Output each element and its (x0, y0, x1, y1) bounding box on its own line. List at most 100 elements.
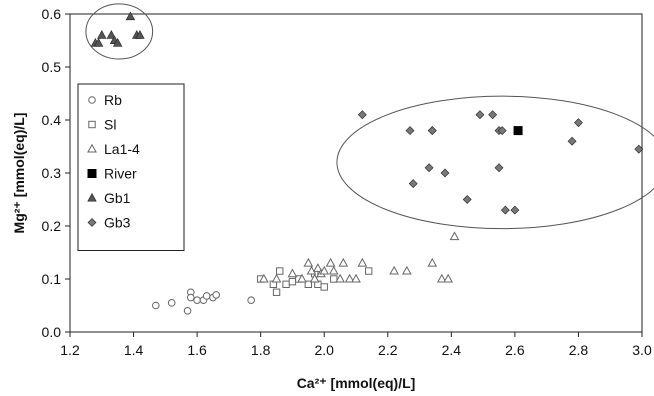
point-gb1 (135, 30, 145, 39)
point-rb (247, 296, 255, 305)
point-la1-4 (427, 257, 438, 267)
point-sl (304, 280, 313, 289)
point-sl (330, 275, 338, 283)
y-tick-label: 0.4 (42, 112, 62, 128)
point-la1-4 (328, 265, 339, 275)
legend-marker-gb1 (87, 192, 97, 202)
point-la1-4 (319, 265, 330, 275)
point-gb3 (634, 144, 644, 154)
point-la1-4 (325, 257, 336, 267)
point-sl (276, 267, 284, 275)
legend-marker-la1-4 (87, 143, 97, 153)
point-gb3 (510, 205, 520, 215)
legend-marker-gb3 (87, 218, 97, 227)
point-la1-4 (313, 263, 323, 272)
point-rb (202, 292, 211, 300)
point-gb3 (500, 205, 510, 215)
point-sl (320, 283, 328, 291)
legend-marker-sl (88, 120, 96, 129)
point-rb (183, 307, 192, 315)
cluster-ellipse-gb3 (336, 95, 654, 230)
y-axis-title: Mg²⁺ [mmol(eq)/L] (11, 113, 27, 234)
legend-marker-river (87, 169, 97, 178)
plot-area (69, 13, 643, 333)
x-tick-label: 3.0 (632, 342, 652, 358)
legend-label-river: River (104, 166, 137, 182)
legend-label-sl: Sl (104, 117, 116, 133)
x-tick-label: 1.4 (124, 342, 144, 358)
point-la1-4 (338, 257, 349, 267)
x-tick-label: 2.0 (314, 342, 334, 358)
point-la1-4 (443, 273, 454, 283)
point-la1-4 (271, 273, 282, 283)
cluster-ellipses (85, 3, 654, 230)
legend-label-la1-4: La1-4 (104, 141, 140, 157)
point-la1-4 (303, 257, 314, 267)
y-tick-label: 0.0 (42, 324, 62, 340)
y-tick-label: 0.3 (42, 165, 62, 181)
point-gb3 (497, 126, 507, 136)
point-la1-4 (309, 273, 320, 283)
point-gb3 (574, 118, 583, 128)
point-la1-4 (351, 273, 361, 283)
x-tick-label: 1.8 (251, 342, 271, 358)
legend-label-rb: Rb (104, 92, 122, 108)
point-la1-4 (258, 273, 269, 283)
point-gb3 (424, 163, 434, 173)
point-la1-4 (449, 231, 460, 241)
point-sl (288, 277, 297, 286)
point-rb (152, 301, 160, 310)
legend-box (77, 83, 185, 251)
legend-label-gb3: Gb3 (104, 215, 131, 231)
point-gb3 (427, 126, 437, 136)
x-tick-label: 2.8 (569, 342, 589, 358)
point-gb1 (125, 11, 136, 21)
point-gb3 (440, 168, 450, 178)
y-tick-label: 0.5 (42, 59, 62, 75)
point-la1-4 (297, 273, 307, 283)
point-rb (212, 291, 220, 299)
point-sl (282, 280, 290, 289)
point-gb3 (462, 195, 472, 204)
point-la1-4 (401, 265, 412, 275)
x-axis-title: Ca²⁺ [mmol(eq)/L] (297, 375, 416, 391)
series-river (513, 126, 523, 136)
x-tick-label: 1.6 (187, 342, 207, 358)
series-gb3 (357, 110, 644, 215)
point-gb3 (408, 179, 418, 189)
series-rb (152, 288, 255, 315)
point-la1-4 (357, 257, 368, 267)
point-gb3 (494, 163, 504, 173)
point-sl (272, 288, 281, 296)
y-tick-label: 0.6 (42, 6, 62, 22)
point-la1-4 (344, 273, 355, 283)
x-tick-label: 1.2 (60, 342, 80, 358)
point-la1-4 (335, 273, 345, 283)
point-gb1 (93, 38, 104, 47)
axes: 1.2 1.4 1.6 1.8 2.0 2.2 2.4 2.6 2.8 3.0 0.0 0.1 0.2 0… (11, 6, 652, 391)
legend-label-gb1: Gb1 (104, 190, 131, 206)
x-tick-label: 2.4 (442, 342, 462, 358)
point-gb3 (405, 126, 415, 136)
point-gb3 (488, 110, 498, 120)
cluster-ellipse-gb1 (85, 3, 154, 60)
point-rb (167, 299, 176, 307)
x-tick-label: 2.2 (378, 342, 398, 358)
point-gb3 (567, 136, 577, 146)
point-la1-4 (306, 265, 317, 275)
point-la1-4 (436, 273, 447, 283)
point-gb1 (97, 30, 107, 39)
point-gb3 (357, 110, 367, 120)
point-river (513, 126, 523, 136)
point-sl (365, 267, 373, 275)
legend-marker-rb (88, 96, 96, 104)
point-gb3 (475, 110, 485, 120)
point-la1-4 (389, 265, 399, 275)
point-gb1 (112, 38, 123, 47)
point-la1-4 (287, 268, 298, 278)
series-la1-4 (258, 231, 460, 283)
y-tick-label: 0.2 (42, 218, 62, 234)
y-tick-label: 0.1 (42, 271, 62, 287)
point-rb (193, 296, 201, 305)
